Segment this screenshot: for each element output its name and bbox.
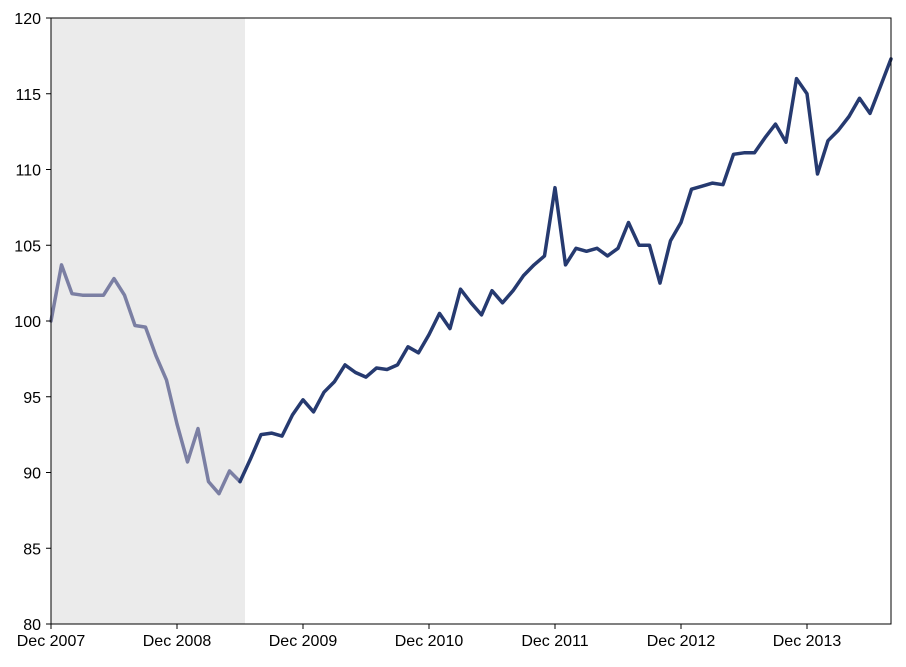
series-line-2 [238, 57, 893, 484]
y-tick-label: 100 [14, 314, 41, 331]
y-tick-label: 85 [23, 541, 41, 558]
y-tick-label: 105 [14, 238, 41, 255]
series-line-1 [49, 263, 242, 496]
y-tick-label: 95 [23, 390, 41, 407]
x-tick-label: Dec 2008 [143, 633, 212, 650]
x-tick-label: Dec 2009 [269, 633, 338, 650]
y-tick-label: 110 [15, 163, 41, 180]
y-tick-label: 120 [14, 11, 41, 28]
y-tick-label: 80 [23, 617, 41, 634]
x-tick-label: Dec 2012 [647, 633, 716, 650]
y-tick-label: 115 [15, 87, 41, 104]
x-tick-label: Dec 2010 [395, 633, 464, 650]
x-tick-label: Dec 2011 [521, 633, 588, 650]
shaded-period [51, 18, 245, 624]
x-tick-label: Dec 2013 [773, 633, 842, 650]
x-tick-label: Dec 2007 [17, 633, 86, 650]
y-tick-label: 90 [23, 466, 41, 483]
